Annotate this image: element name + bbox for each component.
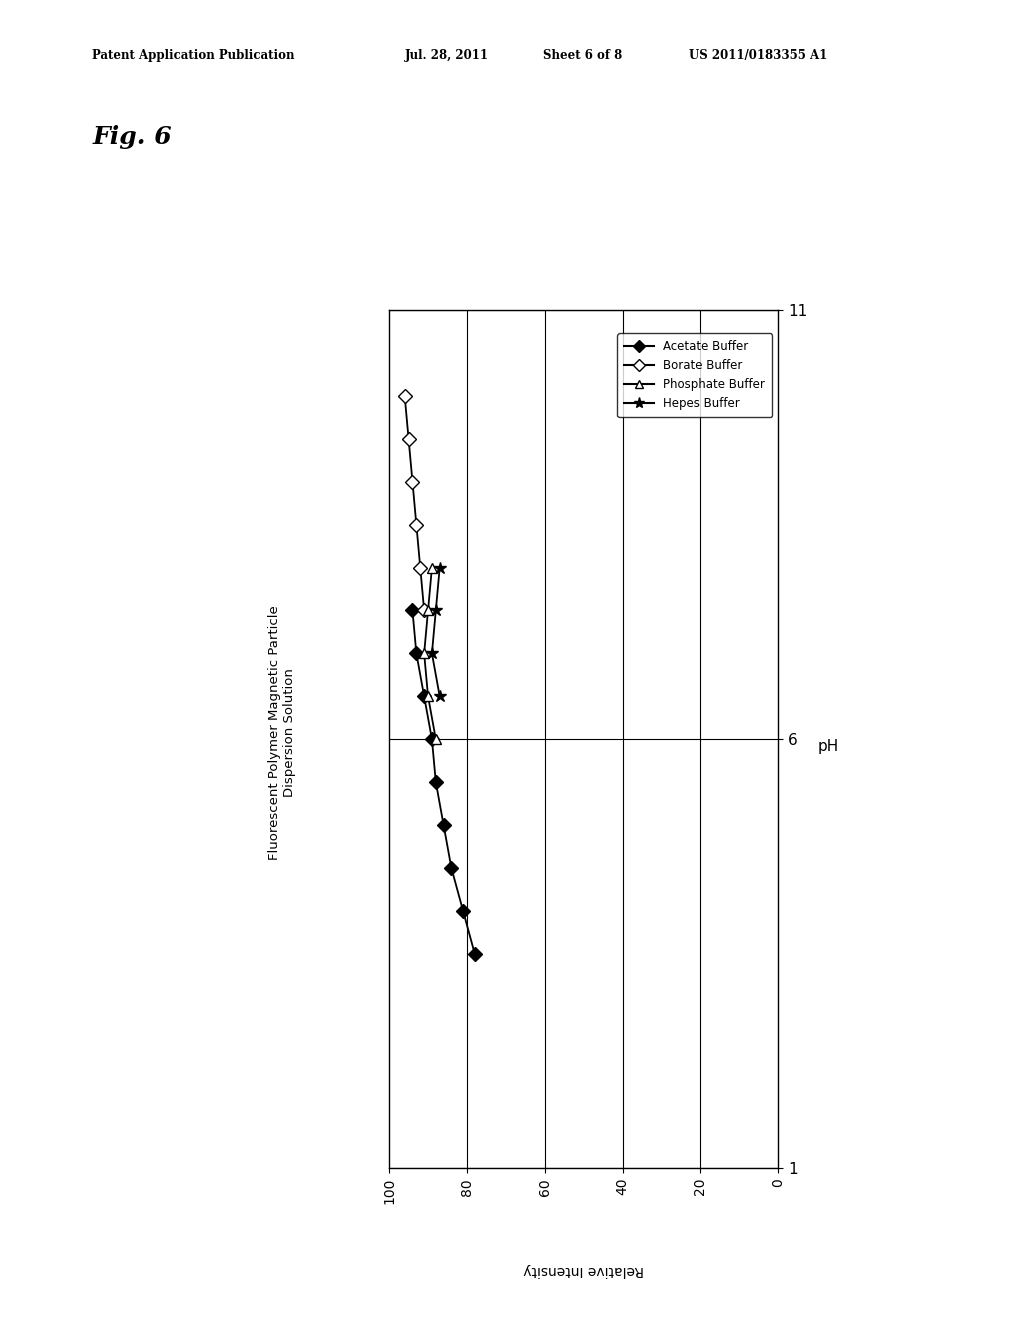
Y-axis label: pH: pH	[817, 739, 839, 754]
X-axis label: Relative Intensity: Relative Intensity	[523, 1263, 644, 1276]
Legend: Acetate Buffer, Borate Buffer, Phosphate Buffer, Hepes Buffer: Acetate Buffer, Borate Buffer, Phosphate…	[617, 333, 772, 417]
Text: Fig. 6: Fig. 6	[92, 125, 172, 149]
Text: US 2011/0183355 A1: US 2011/0183355 A1	[689, 49, 827, 62]
Text: Fluorescent Polymer Magnetic Particle
Dispersion Solution: Fluorescent Polymer Magnetic Particle Di…	[267, 606, 296, 859]
Text: Jul. 28, 2011: Jul. 28, 2011	[404, 49, 488, 62]
Text: Sheet 6 of 8: Sheet 6 of 8	[543, 49, 622, 62]
Text: Patent Application Publication: Patent Application Publication	[92, 49, 295, 62]
